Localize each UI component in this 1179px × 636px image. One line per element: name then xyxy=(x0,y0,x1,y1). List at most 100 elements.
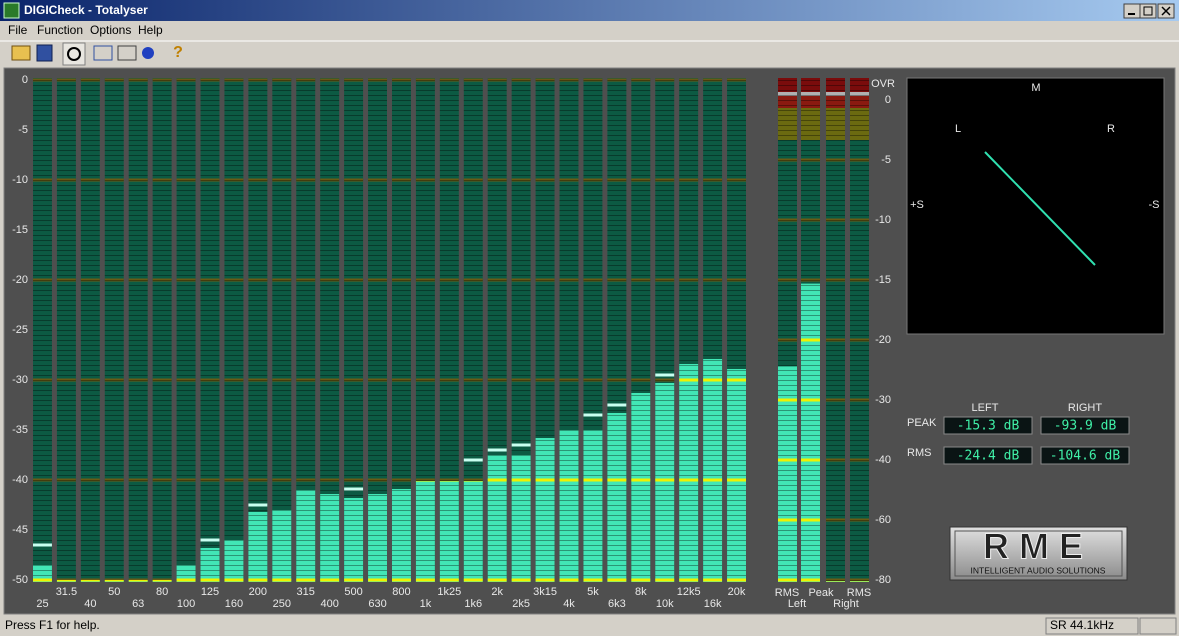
segments xyxy=(392,78,411,582)
x-tick-label: 16k xyxy=(704,598,722,610)
gonio-label: M xyxy=(1031,82,1040,94)
spectrum-analyzer: 0-5-10-15-20-25-30-35-40-45-502531.54050… xyxy=(12,74,750,610)
title-bar xyxy=(0,0,1179,21)
readout-header: RIGHT xyxy=(1068,402,1103,414)
peak-hold xyxy=(655,374,674,377)
minimize-button[interactable] xyxy=(1124,4,1140,18)
peak-hold xyxy=(344,488,363,491)
function-button[interactable] xyxy=(94,46,112,60)
peak-hold xyxy=(512,444,531,447)
x-tick-label: 5k xyxy=(587,586,599,598)
app-icon xyxy=(4,3,19,18)
readout-value: -104.6 dB xyxy=(1050,449,1121,464)
segments xyxy=(703,78,722,582)
x-tick-label: 400 xyxy=(320,598,338,610)
menu-item[interactable]: File xyxy=(8,23,28,37)
segments xyxy=(272,78,291,582)
x-tick-label: 160 xyxy=(225,598,243,610)
peak-hold xyxy=(33,544,52,547)
open-button[interactable] xyxy=(12,46,30,60)
menu-bar: File Function Options Help xyxy=(8,23,163,37)
gonio-label: L xyxy=(955,123,961,135)
readout-value: -93.9 dB xyxy=(1054,419,1117,434)
power-button[interactable] xyxy=(63,43,85,65)
x-tick-label: 1k6 xyxy=(464,598,482,610)
segments xyxy=(129,78,148,582)
window-title: DIGICheck - Totalyser xyxy=(24,3,148,17)
help-button[interactable]: ? xyxy=(173,44,183,61)
segments xyxy=(153,78,172,582)
menu-item[interactable]: Function xyxy=(37,23,83,37)
logo-tagline: INTELLIGENT AUDIO SOLUTIONS xyxy=(971,565,1106,575)
segments xyxy=(488,78,507,582)
x-tick-label: 2k xyxy=(491,586,503,598)
status-bar xyxy=(0,616,1179,636)
x-tick-label: 100 xyxy=(177,598,195,610)
meter-tick-label: 0 xyxy=(885,94,891,106)
x-tick-label: 40 xyxy=(84,598,96,610)
save-button[interactable] xyxy=(37,45,52,61)
maximize-button[interactable] xyxy=(1140,4,1156,18)
segments xyxy=(57,78,76,582)
gonio-label: R xyxy=(1107,123,1115,135)
meter-over-label: OVR xyxy=(871,78,895,90)
meter-tick-label: -60 xyxy=(875,514,891,526)
x-tick-label: 80 xyxy=(156,586,168,598)
menu-item[interactable]: Help xyxy=(138,23,163,37)
meter-tick-label: -40 xyxy=(875,454,891,466)
meter-label: Right xyxy=(833,598,859,610)
toolbar: ? xyxy=(12,43,183,65)
segments xyxy=(81,78,100,582)
meter-tick-label: -15 xyxy=(875,274,891,286)
x-tick-label: 8k xyxy=(635,586,647,598)
gonio-label: -S xyxy=(1149,199,1160,211)
readout-value: -24.4 dB xyxy=(957,449,1020,464)
x-tick-label: 1k xyxy=(420,598,432,610)
window-controls[interactable] xyxy=(1124,4,1174,18)
x-tick-label: 4k xyxy=(563,598,575,610)
meter-tick-label: -5 xyxy=(881,154,891,166)
segments xyxy=(105,78,124,582)
status-samplerate: SR 44.1kHz xyxy=(1050,618,1114,632)
gonio-label: +S xyxy=(910,199,924,211)
x-tick-label: 200 xyxy=(249,586,267,598)
x-tick-label: 63 xyxy=(132,598,144,610)
segments xyxy=(464,78,483,582)
y-tick-label: -35 xyxy=(12,424,28,436)
y-tick-label: -40 xyxy=(12,474,28,486)
segments xyxy=(727,78,746,582)
menu-item[interactable]: Options xyxy=(90,23,131,37)
bug-button[interactable] xyxy=(142,47,154,59)
segments xyxy=(583,78,602,582)
peak-hold xyxy=(488,449,507,452)
peak-hold xyxy=(464,459,483,462)
meter-tick-label: -80 xyxy=(875,574,891,586)
segments xyxy=(607,78,626,582)
x-tick-label: 250 xyxy=(273,598,291,610)
x-tick-label: 25 xyxy=(36,598,48,610)
meter-label: Peak xyxy=(808,587,834,599)
segments xyxy=(368,78,387,582)
x-tick-label: 500 xyxy=(344,586,362,598)
options-button[interactable] xyxy=(118,46,136,60)
peak-hold xyxy=(201,539,220,542)
y-tick-label: 0 xyxy=(22,74,28,86)
readout-value: -15.3 dB xyxy=(957,419,1020,434)
segments xyxy=(536,78,555,582)
y-tick-label: -30 xyxy=(12,374,28,386)
segments xyxy=(440,78,459,582)
y-tick-label: -5 xyxy=(18,124,28,136)
status-text: Press F1 for help. xyxy=(5,618,100,632)
segments xyxy=(778,78,797,584)
x-tick-label: 3k15 xyxy=(533,586,557,598)
y-tick-label: -15 xyxy=(12,224,28,236)
segments xyxy=(296,78,315,582)
y-tick-label: -45 xyxy=(12,524,28,536)
meter-tick-label: -20 xyxy=(875,334,891,346)
goniometer xyxy=(907,78,1164,334)
meter-tick-label: -30 xyxy=(875,394,891,406)
segments xyxy=(826,78,845,584)
peak-hold xyxy=(607,404,626,407)
